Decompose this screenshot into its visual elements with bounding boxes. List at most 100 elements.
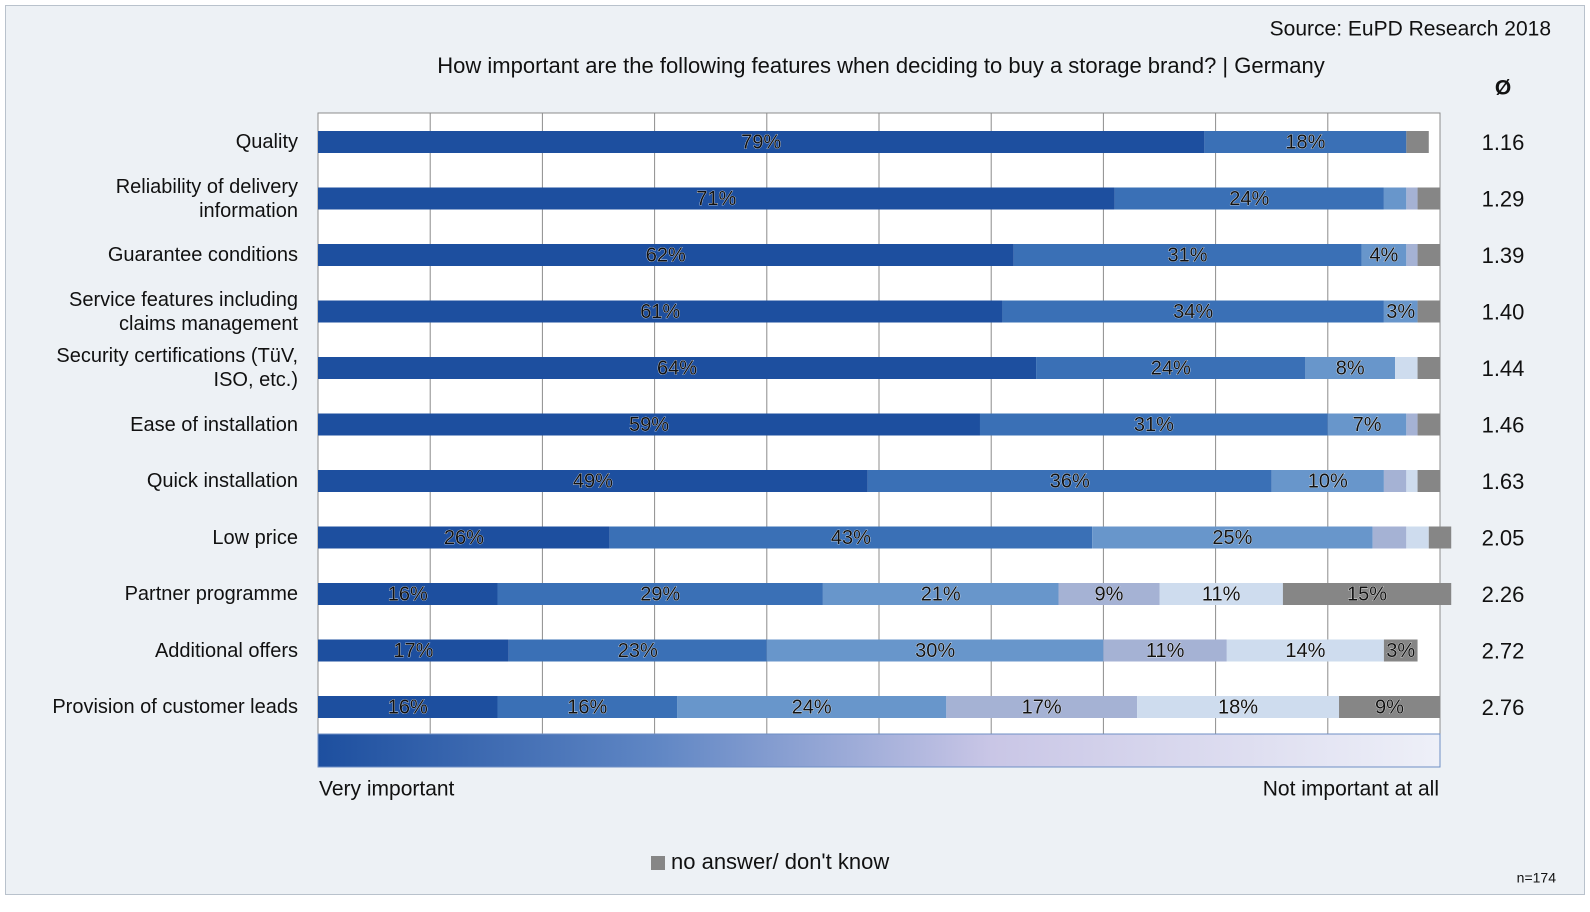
value-label: 24% <box>1151 357 1191 379</box>
scale-right-label: Not important at all <box>1263 778 1439 801</box>
category-label: Ease of installation <box>130 413 298 436</box>
bar-segment <box>867 470 1272 492</box>
bar-segment <box>1383 187 1407 210</box>
average-value: 2.72 <box>1482 638 1525 663</box>
value-label: 11% <box>1146 640 1185 662</box>
bar-segment <box>1417 413 1440 436</box>
bar-segment <box>1036 357 1306 379</box>
bar-segment <box>1058 583 1160 605</box>
value-label: 8% <box>1336 357 1365 379</box>
bar-segment <box>1159 583 1283 605</box>
value-label: 17% <box>1022 696 1062 718</box>
value-label: 62% <box>646 244 686 266</box>
bar-segment <box>1103 639 1227 662</box>
bar-segment <box>1327 413 1407 436</box>
bar-segment <box>979 413 1328 436</box>
average-header: Ø <box>1495 77 1511 100</box>
value-label: 3% <box>1386 301 1415 323</box>
legend-label: no answer/ don't know <box>671 849 889 874</box>
category-label: Partner programme <box>124 583 298 605</box>
category-label: Additional offers <box>154 639 298 662</box>
bar-segment <box>1361 244 1407 266</box>
bar-segment <box>1417 357 1440 379</box>
bar-segment <box>318 696 498 718</box>
value-label: 17% <box>393 640 433 662</box>
chart-frame: Source: EuPD Research 2018 How important… <box>5 5 1585 895</box>
bar-segment <box>318 413 980 436</box>
value-label: 59% <box>629 414 669 436</box>
category-label: Provision of customer leads <box>52 696 298 718</box>
average-value: 1.16 <box>1482 130 1525 155</box>
bar-segment <box>1383 639 1418 662</box>
bar-segment <box>1406 526 1429 549</box>
bar-segment <box>1013 244 1362 266</box>
average-value: 2.26 <box>1482 582 1525 607</box>
average-value: 1.46 <box>1482 412 1525 437</box>
category-label: Quality <box>235 131 298 153</box>
average-value: 1.63 <box>1482 469 1525 494</box>
value-label: 14% <box>1285 640 1325 662</box>
average-value: 1.40 <box>1482 299 1525 324</box>
bar-segment <box>1383 470 1407 492</box>
bar-segment <box>1417 187 1440 210</box>
value-label: 9% <box>1375 696 1404 718</box>
value-label: 36% <box>1050 470 1090 492</box>
value-label: 24% <box>1229 188 1269 210</box>
bar-segment <box>1204 131 1407 153</box>
value-label: 15% <box>1347 583 1387 605</box>
bar-segment <box>1406 413 1418 436</box>
bar-segment <box>946 696 1138 718</box>
bar-segment <box>1417 244 1440 266</box>
average-value: 2.76 <box>1482 695 1525 720</box>
bar-segment <box>1137 696 1340 718</box>
bar-segment <box>609 526 1093 549</box>
bar-segment <box>318 131 1205 153</box>
value-label: 71% <box>696 188 736 210</box>
bar-segment <box>677 696 947 718</box>
value-label: 9% <box>1095 583 1124 605</box>
legend-swatch <box>651 856 665 870</box>
bar-segment <box>1417 300 1440 323</box>
bar-segment <box>497 583 823 605</box>
value-label: 79% <box>741 131 781 153</box>
bar-segment <box>1271 470 1384 492</box>
bar-segment <box>1395 357 1418 379</box>
source: Source: EuPD Research 2018 <box>1270 18 1551 41</box>
bar-segment <box>318 244 1014 266</box>
value-label: 26% <box>444 527 484 549</box>
bar-segment <box>1002 300 1384 323</box>
category-label: Service features including claims manage… <box>68 288 298 335</box>
value-label: 29% <box>640 583 680 605</box>
value-label: 64% <box>657 357 697 379</box>
category-label: Low price <box>212 526 298 549</box>
value-label: 49% <box>573 470 613 492</box>
chart: Source: EuPD Research 2018 How important… <box>317 18 1556 886</box>
category-label: Reliability of delivery information <box>115 175 298 222</box>
category-label: Security certifications (TüV, ISO, etc.) <box>56 345 298 391</box>
value-label: 10% <box>1308 470 1348 492</box>
average-value: 2.05 <box>1482 525 1525 550</box>
value-label: 4% <box>1369 244 1398 266</box>
bar-segment <box>1406 187 1418 210</box>
category-label: Quick installation <box>146 470 298 492</box>
bar-segment <box>1428 526 1452 549</box>
value-label: 24% <box>792 696 832 718</box>
bar-segment <box>318 187 1115 210</box>
average-value: 1.29 <box>1482 186 1525 211</box>
bar-segment <box>1339 696 1440 718</box>
value-label: 25% <box>1212 527 1252 549</box>
bar-segment <box>318 526 610 549</box>
bar-segment <box>318 300 1003 323</box>
value-label: 30% <box>915 640 955 662</box>
bar-segment <box>318 357 1037 379</box>
bar-segment <box>822 583 1059 605</box>
bar-segment <box>766 639 1104 662</box>
value-label: 16% <box>567 696 607 718</box>
bar-segment <box>1114 187 1384 210</box>
bar-segment <box>1406 244 1418 266</box>
importance-scale <box>317 733 1441 768</box>
value-label: 16% <box>388 583 428 605</box>
value-label: 31% <box>1168 244 1208 266</box>
value-label: 43% <box>831 527 871 549</box>
value-label: 16% <box>388 696 428 718</box>
